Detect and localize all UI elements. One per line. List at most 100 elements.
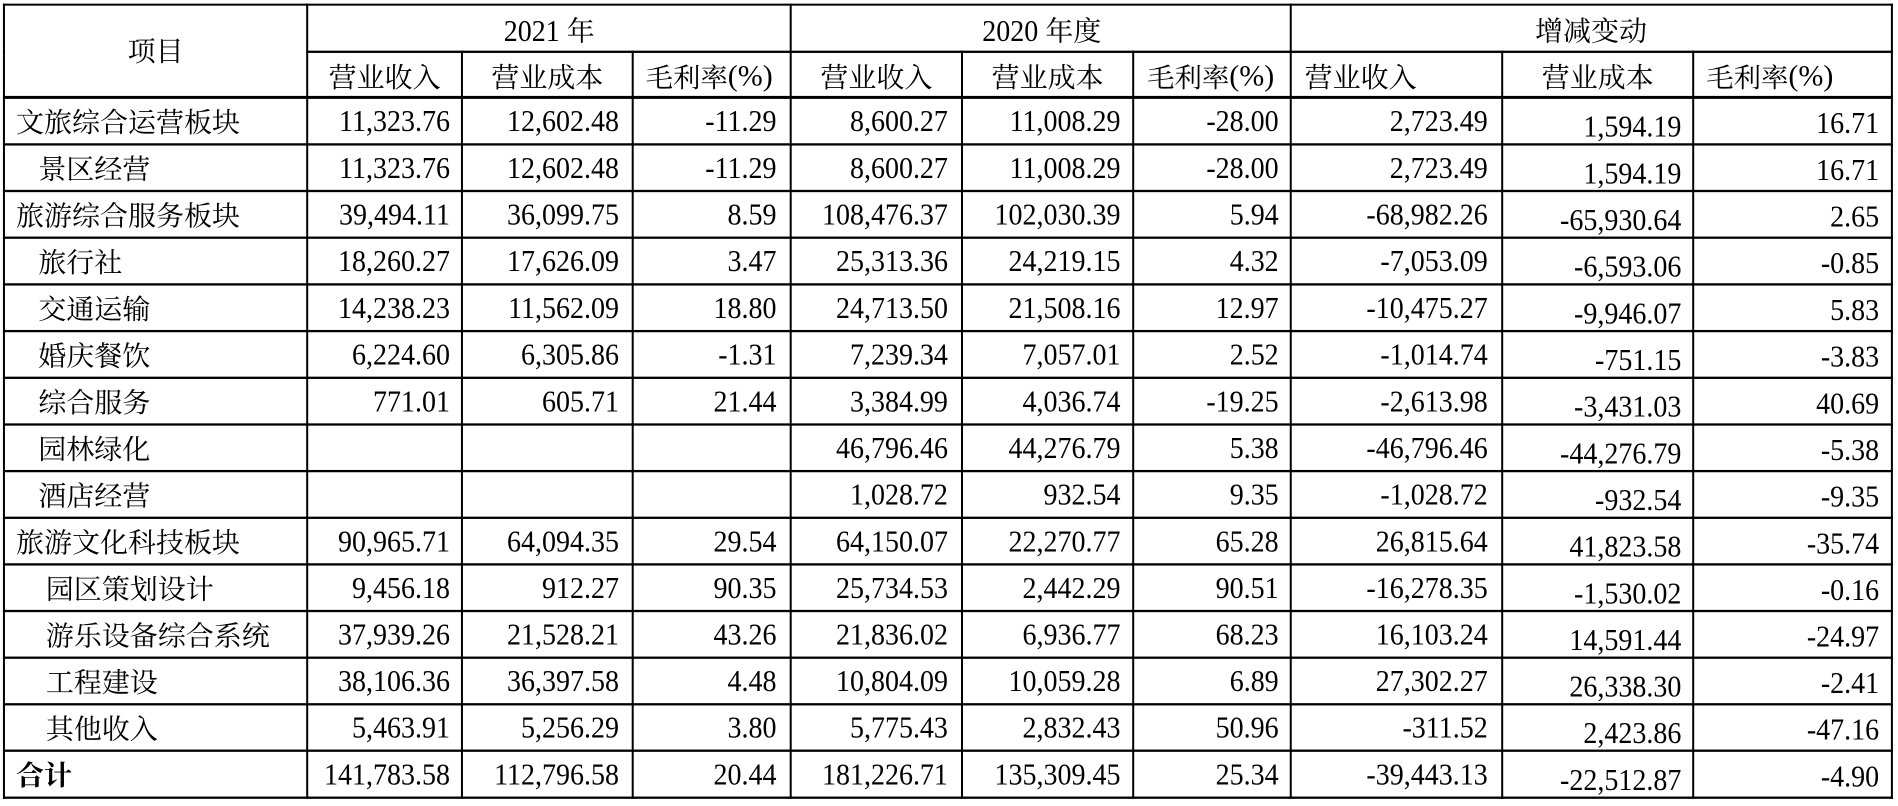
svg-text:64,094.35: 64,094.35	[507, 525, 619, 558]
svg-text:2,423.86: 2,423.86	[1583, 717, 1681, 750]
svg-text:771.01: 771.01	[373, 385, 450, 418]
svg-text:135,309.45: 135,309.45	[995, 758, 1121, 791]
svg-text:21.44: 21.44	[714, 385, 777, 418]
svg-text:605.71: 605.71	[542, 385, 619, 418]
svg-text:38,106.36: 38,106.36	[338, 665, 450, 698]
svg-text:-3,431.03: -3,431.03	[1574, 391, 1681, 424]
svg-text:-68,982.26: -68,982.26	[1366, 198, 1487, 231]
svg-text:2,442.29: 2,442.29	[1023, 572, 1121, 605]
svg-text:-1.31: -1.31	[718, 339, 776, 372]
svg-text:90.35: 90.35	[714, 572, 777, 605]
svg-text:7,057.01: 7,057.01	[1023, 339, 1121, 372]
svg-text:16,103.24: 16,103.24	[1376, 618, 1488, 651]
svg-text:50.96: 50.96	[1216, 712, 1279, 745]
svg-text:24,219.15: 24,219.15	[1009, 245, 1121, 278]
svg-text:11,323.76: 11,323.76	[339, 152, 450, 185]
svg-text:68.23: 68.23	[1216, 618, 1279, 651]
svg-text:26,338.30: 26,338.30	[1569, 671, 1681, 704]
svg-text:-932.54: -932.54	[1595, 484, 1682, 517]
svg-text:12,602.48: 12,602.48	[507, 152, 619, 185]
svg-text:-9,946.07: -9,946.07	[1574, 297, 1681, 330]
svg-text:(%): (%)	[728, 60, 773, 93]
svg-text:18,260.27: 18,260.27	[338, 245, 450, 278]
svg-text:102,030.39: 102,030.39	[995, 198, 1121, 231]
svg-text:-0.16: -0.16	[1821, 574, 1879, 607]
svg-text:3.80: 3.80	[728, 712, 777, 745]
svg-text:7,239.34: 7,239.34	[850, 339, 948, 372]
svg-text:1,594.19: 1,594.19	[1583, 157, 1681, 190]
svg-text:108,476.37: 108,476.37	[822, 198, 948, 231]
svg-text:11,008.29: 11,008.29	[1010, 152, 1121, 185]
svg-text:2021: 2021	[504, 15, 560, 48]
svg-text:16.71: 16.71	[1816, 154, 1879, 187]
svg-text:11,323.76: 11,323.76	[339, 105, 450, 138]
svg-text:4.48: 4.48	[728, 665, 777, 698]
svg-text:90,965.71: 90,965.71	[338, 525, 450, 558]
svg-text:-7,053.09: -7,053.09	[1380, 245, 1487, 278]
svg-text:-35.74: -35.74	[1807, 527, 1880, 560]
svg-text:-2.41: -2.41	[1821, 667, 1879, 700]
svg-text:-3.83: -3.83	[1821, 341, 1879, 374]
svg-text:18.80: 18.80	[714, 292, 777, 325]
svg-text:26,815.64: 26,815.64	[1376, 525, 1488, 558]
svg-text:10,059.28: 10,059.28	[1009, 665, 1121, 698]
svg-text:-311.52: -311.52	[1402, 712, 1487, 745]
svg-text:5.38: 5.38	[1230, 432, 1279, 465]
svg-text:-28.00: -28.00	[1206, 105, 1278, 138]
svg-text:8,600.27: 8,600.27	[850, 105, 948, 138]
svg-text:4.32: 4.32	[1230, 245, 1279, 278]
svg-text:22,270.77: 22,270.77	[1009, 525, 1121, 558]
svg-text:1,594.19: 1,594.19	[1583, 110, 1681, 143]
svg-text:46,796.46: 46,796.46	[836, 432, 948, 465]
svg-text:3,384.99: 3,384.99	[850, 385, 948, 418]
svg-text:5.83: 5.83	[1830, 294, 1879, 327]
svg-text:37,939.26: 37,939.26	[338, 618, 450, 651]
svg-text:112,796.58: 112,796.58	[494, 758, 619, 791]
svg-text:44,276.79: 44,276.79	[1009, 432, 1121, 465]
svg-text:3.47: 3.47	[728, 245, 777, 278]
svg-text:25.34: 25.34	[1216, 758, 1279, 791]
svg-text:6,936.77: 6,936.77	[1023, 618, 1121, 651]
svg-text:2,832.43: 2,832.43	[1023, 712, 1121, 745]
svg-text:4,036.74: 4,036.74	[1023, 385, 1121, 418]
svg-text:(%): (%)	[1229, 60, 1274, 93]
svg-text:40.69: 40.69	[1816, 387, 1879, 420]
svg-text:912.27: 912.27	[542, 572, 619, 605]
svg-text:65.28: 65.28	[1216, 525, 1279, 558]
svg-text:5,463.91: 5,463.91	[352, 712, 450, 745]
svg-text:8.59: 8.59	[728, 198, 777, 231]
svg-text:20.44: 20.44	[714, 758, 777, 791]
svg-text:6.89: 6.89	[1230, 665, 1279, 698]
svg-text:16.71: 16.71	[1816, 107, 1879, 140]
svg-text:39,494.11: 39,494.11	[339, 198, 450, 231]
svg-text:5.94: 5.94	[1230, 198, 1279, 231]
svg-text:21,528.21: 21,528.21	[507, 618, 619, 651]
svg-text:2,723.49: 2,723.49	[1390, 152, 1488, 185]
svg-text:-19.25: -19.25	[1206, 385, 1278, 418]
svg-text:-28.00: -28.00	[1206, 152, 1278, 185]
svg-text:9.35: 9.35	[1230, 479, 1279, 512]
svg-text:-44,276.79: -44,276.79	[1560, 437, 1681, 470]
svg-text:-47.16: -47.16	[1807, 714, 1879, 747]
svg-text:12.97: 12.97	[1216, 292, 1279, 325]
svg-text:27,302.27: 27,302.27	[1376, 665, 1488, 698]
svg-text:-11.29: -11.29	[705, 105, 776, 138]
svg-text:-9.35: -9.35	[1821, 481, 1879, 514]
svg-text:10,804.09: 10,804.09	[836, 665, 948, 698]
svg-text:90.51: 90.51	[1216, 572, 1279, 605]
svg-text:6,224.60: 6,224.60	[352, 339, 450, 372]
svg-text:8,600.27: 8,600.27	[850, 152, 948, 185]
svg-text:-22,512.87: -22,512.87	[1560, 764, 1681, 797]
svg-text:141,783.58: 141,783.58	[324, 758, 450, 791]
svg-text:5,775.43: 5,775.43	[850, 712, 948, 745]
svg-text:1,028.72: 1,028.72	[850, 479, 948, 512]
svg-text:-751.15: -751.15	[1595, 344, 1681, 377]
svg-text:-10,475.27: -10,475.27	[1366, 292, 1487, 325]
svg-text:-1,530.02: -1,530.02	[1574, 577, 1681, 610]
svg-text:5,256.29: 5,256.29	[521, 712, 619, 745]
svg-text:2020: 2020	[982, 15, 1038, 48]
svg-text:-2,613.98: -2,613.98	[1380, 385, 1487, 418]
svg-text:-24.97: -24.97	[1807, 620, 1879, 653]
svg-text:43.26: 43.26	[714, 618, 777, 651]
svg-text:2.65: 2.65	[1830, 200, 1879, 233]
